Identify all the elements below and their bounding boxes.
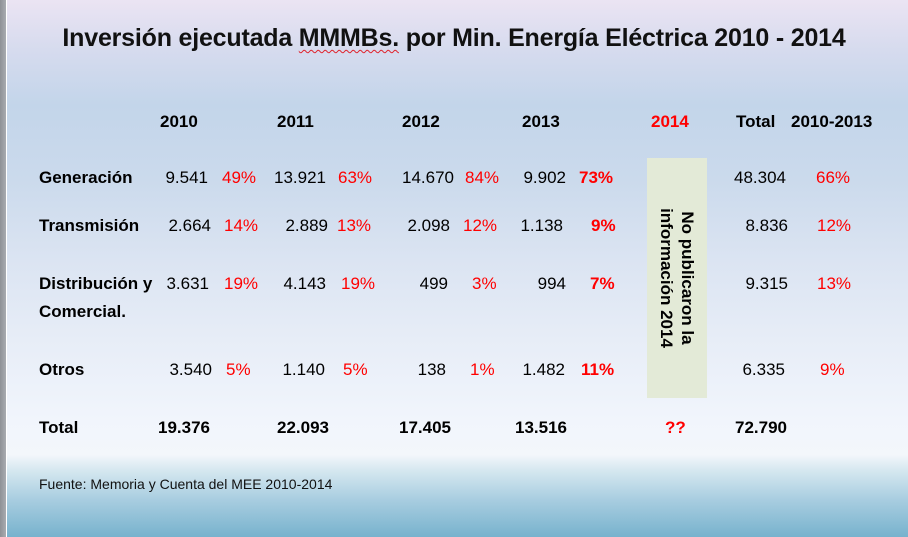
pct-transmision-2012: 12% xyxy=(463,216,498,235)
total-pct-otros: 9% xyxy=(820,360,845,379)
slide xyxy=(7,0,908,537)
note-2014-line2: información 2014 xyxy=(657,208,676,348)
value-transmision-2010: 2.664 xyxy=(168,216,211,235)
header-2014: 2014 xyxy=(651,112,689,131)
note-2014-line1: No publicaron la xyxy=(678,211,697,345)
value-transmision-2011: 2.889 xyxy=(285,216,328,235)
window-edge xyxy=(0,0,6,537)
row-label-distribucion-line2: Comercial. xyxy=(39,302,126,321)
value-transmision-2012: 2.098 xyxy=(407,216,450,235)
value-generacion-2011: 13.921 xyxy=(274,168,326,187)
row-label-total: Total xyxy=(39,418,79,437)
value-distribucion-2011: 4.143 xyxy=(283,274,326,293)
value-distribucion-2010: 3.631 xyxy=(166,274,209,293)
pct-distribucion-2011: 19% xyxy=(341,274,376,293)
pct-transmision-2011: 13% xyxy=(337,216,372,235)
title-misspelled-word: MMMBs. xyxy=(298,24,399,52)
source-footnote: Fuente: Memoria y Cuenta del MEE 2010-20… xyxy=(39,476,333,492)
value-generacion-2013: 9.902 xyxy=(523,168,566,187)
total-generacion: 48.304 xyxy=(734,168,786,187)
value-generacion-2012: 14.670 xyxy=(402,168,454,187)
slide-title: Inversión ejecutada MMMBs. por Min. Ener… xyxy=(0,24,908,53)
title-part-1: Inversión ejecutada xyxy=(62,24,299,52)
pct-generacion-2010: 49% xyxy=(222,168,257,187)
pct-generacion-2013: 73% xyxy=(579,168,614,187)
header-range: 2010-2013 xyxy=(791,112,873,131)
pct-distribucion-2012: 3% xyxy=(472,274,497,293)
total-2013: 13.516 xyxy=(515,418,567,437)
header-2011: 2011 xyxy=(277,112,314,131)
total-pct-transmision: 12% xyxy=(817,216,852,235)
value-otros-2013: 1.482 xyxy=(522,360,565,379)
header-2012: 2012 xyxy=(402,112,440,131)
note-2014-text: No publicaron la información 2014 xyxy=(656,168,698,388)
total-pct-generacion: 66% xyxy=(816,168,851,187)
header-2010: 2010 xyxy=(160,112,198,131)
total-transmision: 8.836 xyxy=(745,216,788,235)
pct-transmision-2013: 9% xyxy=(591,216,616,235)
pct-otros-2011: 5% xyxy=(343,360,368,379)
grand-total: 72.790 xyxy=(735,418,787,437)
row-label-transmision: Transmisión xyxy=(39,216,140,235)
total-otros: 6.335 xyxy=(742,360,785,379)
value-distribucion-2013: 994 xyxy=(537,274,566,293)
value-otros-2011: 1.140 xyxy=(282,360,325,379)
pct-distribucion-2010: 19% xyxy=(224,274,259,293)
row-label-generacion: Generación xyxy=(39,168,133,187)
pct-generacion-2011: 63% xyxy=(338,168,373,187)
pct-distribucion-2013: 7% xyxy=(590,274,615,293)
title-part-2: por Min. Energía Eléctrica 2010 - 2014 xyxy=(398,24,846,52)
row-label-distribucion-line1: Distribución y xyxy=(39,274,153,293)
note-2014-box xyxy=(647,158,707,398)
row-label-otros: Otros xyxy=(39,360,85,379)
value-transmision-2013: 1.138 xyxy=(520,216,563,235)
pct-otros-2010: 5% xyxy=(226,360,251,379)
value-otros-2012: 138 xyxy=(417,360,446,379)
pct-otros-2012: 1% xyxy=(470,360,495,379)
header-2013: 2013 xyxy=(522,112,560,131)
header-total: Total xyxy=(736,112,776,131)
total-distribucion: 9.315 xyxy=(745,274,788,293)
window-edge-line xyxy=(6,0,7,537)
value-otros-2010: 3.540 xyxy=(169,360,212,379)
pct-generacion-2012: 84% xyxy=(465,168,500,187)
value-distribucion-2012: 499 xyxy=(419,274,448,293)
total-pct-distribucion: 13% xyxy=(817,274,852,293)
total-2010: 19.376 xyxy=(158,418,210,437)
pct-transmision-2010: 14% xyxy=(224,216,259,235)
value-generacion-2010: 9.541 xyxy=(165,168,208,187)
total-2012: 17.405 xyxy=(399,418,451,437)
total-2011: 22.093 xyxy=(277,418,329,437)
pct-otros-2013: 11% xyxy=(581,360,615,379)
total-2014: ?? xyxy=(665,418,686,437)
